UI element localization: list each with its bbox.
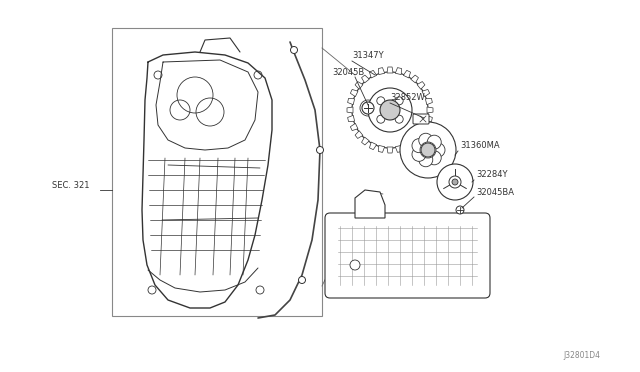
Circle shape [419, 153, 433, 167]
Polygon shape [422, 89, 429, 97]
Circle shape [317, 147, 323, 154]
Polygon shape [347, 107, 353, 113]
Text: 31360MA: 31360MA [460, 141, 500, 150]
Circle shape [395, 115, 403, 123]
Polygon shape [369, 142, 377, 150]
Polygon shape [411, 75, 419, 83]
Circle shape [395, 97, 403, 105]
Polygon shape [427, 107, 433, 113]
Circle shape [456, 206, 464, 214]
Circle shape [377, 97, 385, 105]
Circle shape [437, 164, 473, 200]
Circle shape [452, 179, 458, 185]
Circle shape [428, 135, 441, 149]
Circle shape [400, 122, 456, 178]
Circle shape [350, 260, 360, 270]
Circle shape [291, 46, 298, 54]
Text: 32045BA: 32045BA [476, 188, 514, 197]
Circle shape [380, 100, 400, 120]
Text: J32801D4: J32801D4 [563, 350, 600, 359]
Circle shape [377, 115, 385, 123]
Polygon shape [348, 98, 355, 105]
Polygon shape [422, 124, 429, 131]
Polygon shape [387, 147, 393, 153]
Polygon shape [426, 98, 433, 105]
Text: 32852W: 32852W [390, 93, 425, 102]
Polygon shape [396, 68, 402, 75]
Polygon shape [355, 131, 363, 138]
Polygon shape [403, 142, 410, 150]
Polygon shape [378, 68, 385, 75]
Circle shape [368, 88, 412, 132]
Text: 31347Y: 31347Y [352, 51, 383, 60]
Circle shape [412, 147, 426, 161]
Text: SEC. 321: SEC. 321 [52, 181, 90, 190]
Polygon shape [378, 145, 385, 153]
Polygon shape [411, 137, 419, 145]
Polygon shape [426, 115, 433, 122]
Polygon shape [369, 70, 377, 78]
Circle shape [362, 102, 374, 114]
Polygon shape [348, 115, 355, 122]
Polygon shape [417, 81, 425, 89]
Polygon shape [417, 131, 425, 138]
Circle shape [420, 142, 436, 158]
Polygon shape [350, 124, 358, 131]
Polygon shape [355, 190, 385, 218]
Bar [112, 28, 322, 316]
Circle shape [419, 133, 433, 147]
Circle shape [428, 151, 441, 165]
Polygon shape [350, 89, 358, 97]
Circle shape [298, 276, 305, 283]
Circle shape [431, 143, 445, 157]
FancyBboxPatch shape [325, 213, 490, 298]
Polygon shape [362, 137, 369, 145]
FancyBboxPatch shape [413, 114, 429, 124]
Circle shape [449, 176, 461, 188]
Circle shape [421, 143, 435, 157]
Polygon shape [396, 145, 402, 153]
Text: 32045B: 32045B [332, 68, 364, 77]
Circle shape [352, 72, 428, 148]
Polygon shape [387, 67, 393, 73]
Polygon shape [355, 81, 363, 89]
Polygon shape [403, 70, 410, 78]
Text: 32284Y: 32284Y [476, 170, 508, 179]
Polygon shape [362, 75, 369, 83]
Circle shape [412, 139, 426, 153]
